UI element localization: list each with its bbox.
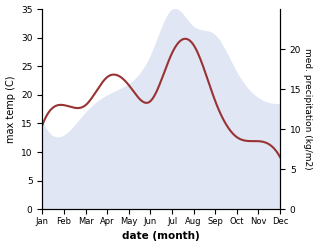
Y-axis label: max temp (C): max temp (C) — [5, 75, 16, 143]
X-axis label: date (month): date (month) — [122, 231, 200, 242]
Y-axis label: med. precipitation (kg/m2): med. precipitation (kg/m2) — [303, 48, 313, 170]
